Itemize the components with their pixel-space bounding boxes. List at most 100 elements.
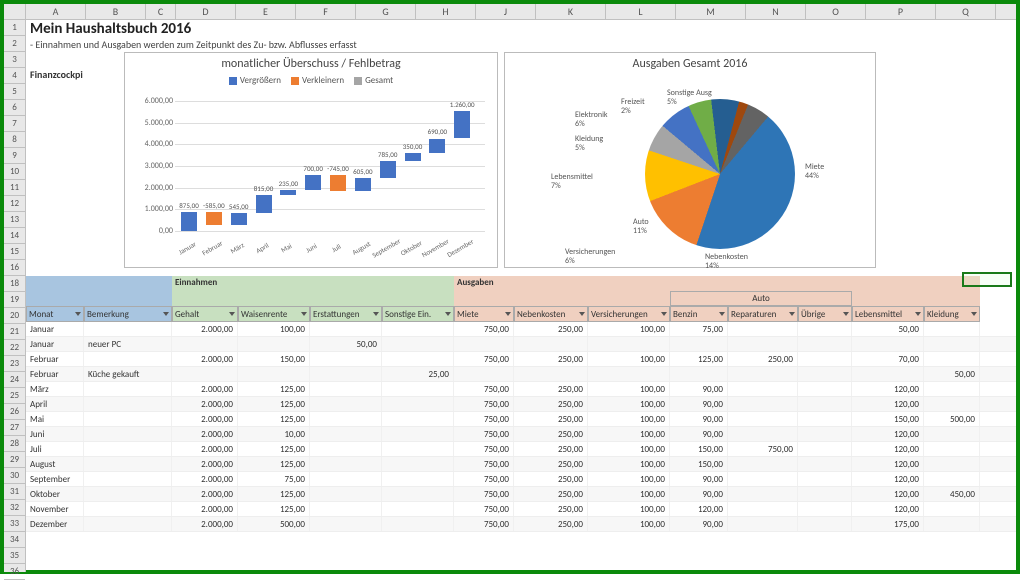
cell[interactable]: 125,00 xyxy=(238,397,310,411)
cell[interactable]: 150,00 xyxy=(670,457,728,471)
col-header[interactable]: L xyxy=(606,4,676,19)
cell[interactable]: 90,00 xyxy=(670,382,728,396)
cell[interactable] xyxy=(382,487,454,501)
row-header[interactable]: 19 xyxy=(4,292,25,308)
cell[interactable]: 250,00 xyxy=(514,427,588,441)
row-header[interactable]: 30 xyxy=(4,468,25,484)
cell[interactable] xyxy=(382,427,454,441)
cell[interactable]: 100,00 xyxy=(588,427,670,441)
cell[interactable]: 750,00 xyxy=(454,517,514,531)
cell[interactable]: 100,00 xyxy=(588,517,670,531)
cell[interactable] xyxy=(588,367,670,381)
cell[interactable]: 250,00 xyxy=(514,397,588,411)
cell[interactable]: 2.000,00 xyxy=(172,412,238,426)
cell[interactable] xyxy=(924,472,980,486)
cell[interactable] xyxy=(84,397,172,411)
cell[interactable]: 100,00 xyxy=(588,442,670,456)
col-header[interactable]: J xyxy=(476,4,536,19)
column-header-cell[interactable]: Miete xyxy=(454,306,514,322)
cell[interactable] xyxy=(310,412,382,426)
table-row[interactable]: Mai2.000,00125,00750,00250,00100,0090,00… xyxy=(26,412,1016,427)
cell[interactable] xyxy=(310,487,382,501)
cell[interactable]: 90,00 xyxy=(670,412,728,426)
filter-dropdown-icon[interactable] xyxy=(971,312,977,316)
col-header[interactable]: Q xyxy=(936,4,996,19)
cell[interactable]: 450,00 xyxy=(924,487,980,501)
cell[interactable] xyxy=(84,442,172,456)
row-header[interactable]: 25 xyxy=(4,388,25,404)
cell[interactable]: 100,00 xyxy=(588,457,670,471)
cell[interactable]: 2.000,00 xyxy=(172,322,238,336)
cell[interactable]: 250,00 xyxy=(514,382,588,396)
filter-dropdown-icon[interactable] xyxy=(373,312,379,316)
table-row[interactable]: FebruarKüche gekauft25,0050,00 xyxy=(26,367,1016,382)
cell[interactable]: 120,00 xyxy=(852,397,924,411)
col-header[interactable]: M xyxy=(676,4,746,19)
col-header[interactable]: H xyxy=(416,4,476,19)
worksheet[interactable]: Mein Haushaltsbuch 2016 - Einnahmen und … xyxy=(26,20,1016,572)
row-header[interactable]: 4 xyxy=(4,68,25,84)
cell[interactable] xyxy=(310,472,382,486)
cell[interactable] xyxy=(924,442,980,456)
cell[interactable]: 150,00 xyxy=(238,352,310,366)
table-row[interactable]: November2.000,00125,00750,00250,00100,00… xyxy=(26,502,1016,517)
cell[interactable] xyxy=(924,337,980,351)
cell[interactable] xyxy=(588,337,670,351)
cell[interactable]: 90,00 xyxy=(670,487,728,501)
cell[interactable]: neuer PC xyxy=(84,337,172,351)
row-header[interactable]: 5 xyxy=(4,84,25,100)
row-header[interactable]: 32 xyxy=(4,500,25,516)
row-header[interactable]: 36 xyxy=(4,564,25,580)
table-row[interactable]: Juni2.000,0010,00750,00250,00100,0090,00… xyxy=(26,427,1016,442)
cell[interactable] xyxy=(798,457,852,471)
cell[interactable] xyxy=(310,352,382,366)
cell[interactable] xyxy=(310,427,382,441)
filter-dropdown-icon[interactable] xyxy=(163,312,169,316)
bar-chart[interactable]: monatlicher Überschuss / Fehlbetrag Verg… xyxy=(124,52,498,268)
cell[interactable]: 100,00 xyxy=(588,487,670,501)
cell[interactable]: 125,00 xyxy=(238,457,310,471)
row-header[interactable]: 20 xyxy=(4,308,25,324)
col-header[interactable]: O xyxy=(806,4,866,19)
cell[interactable] xyxy=(728,382,798,396)
filter-dropdown-icon[interactable] xyxy=(301,312,307,316)
cell[interactable] xyxy=(924,382,980,396)
cell[interactable]: 125,00 xyxy=(238,412,310,426)
cell[interactable] xyxy=(310,517,382,531)
row-header[interactable]: 29 xyxy=(4,452,25,468)
row-header[interactable]: 21 xyxy=(4,324,25,340)
cell[interactable] xyxy=(798,337,852,351)
cell[interactable]: 90,00 xyxy=(670,517,728,531)
cell[interactable]: 100,00 xyxy=(588,352,670,366)
cell[interactable] xyxy=(310,457,382,471)
cell[interactable]: 120,00 xyxy=(670,502,728,516)
cell[interactable] xyxy=(514,337,588,351)
table-row[interactable]: Oktober2.000,00125,00750,00250,00100,009… xyxy=(26,487,1016,502)
filter-dropdown-icon[interactable] xyxy=(915,312,921,316)
row-header[interactable]: 1 xyxy=(4,20,25,36)
cell[interactable] xyxy=(798,367,852,381)
cell[interactable] xyxy=(852,337,924,351)
cell[interactable] xyxy=(84,427,172,441)
cell[interactable]: 50,00 xyxy=(924,367,980,381)
table-row[interactable]: Juli2.000,00125,00750,00250,00100,00150,… xyxy=(26,442,1016,457)
cell[interactable]: 120,00 xyxy=(852,442,924,456)
cell[interactable] xyxy=(924,322,980,336)
cell[interactable]: 25,00 xyxy=(382,367,454,381)
cell[interactable] xyxy=(454,337,514,351)
cell[interactable]: 250,00 xyxy=(514,517,588,531)
cell[interactable]: 150,00 xyxy=(670,442,728,456)
cell[interactable]: 100,00 xyxy=(588,382,670,396)
col-header[interactable]: B xyxy=(86,4,146,19)
cell[interactable]: 750,00 xyxy=(454,472,514,486)
column-header-cell[interactable]: Versicherungen xyxy=(588,306,670,322)
cell[interactable]: 250,00 xyxy=(514,502,588,516)
cell[interactable]: 750,00 xyxy=(454,427,514,441)
col-header[interactable]: N xyxy=(746,4,806,19)
cell[interactable] xyxy=(84,472,172,486)
cell[interactable]: Februar xyxy=(26,352,84,366)
cell[interactable]: 750,00 xyxy=(454,382,514,396)
row-header[interactable]: 35 xyxy=(4,548,25,564)
table-row[interactable]: Januarneuer PC50,00 xyxy=(26,337,1016,352)
cell[interactable]: 120,00 xyxy=(852,382,924,396)
